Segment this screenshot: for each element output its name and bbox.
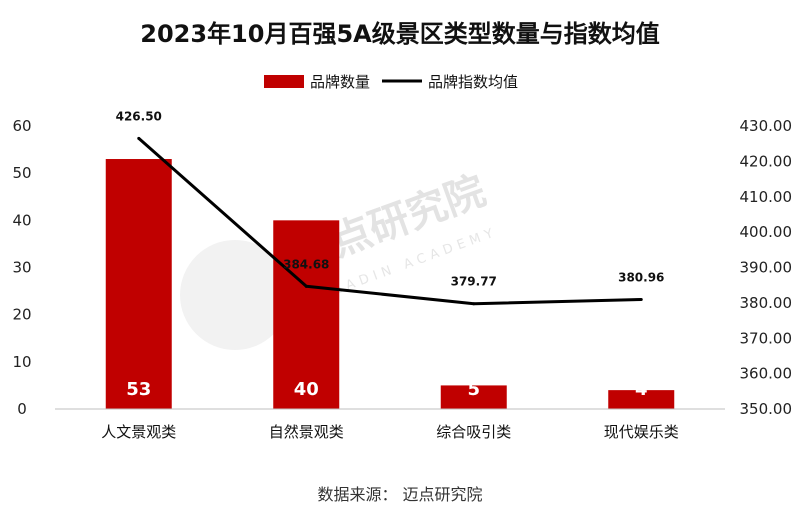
right-tick-label: 360.00: [740, 365, 793, 383]
line-series: [137, 137, 642, 306]
right-tick-label: 350.00: [740, 400, 793, 418]
right-tick-label: 380.00: [740, 294, 793, 312]
category-labels: 人文景观类 自然景观类 综合吸引类 现代娱乐类: [101, 423, 679, 441]
left-tick-label: 10: [12, 353, 31, 371]
bar-data-label: 4: [635, 379, 648, 400]
legend-bar-swatch: [264, 75, 304, 88]
line-data-label: 379.77: [451, 275, 497, 289]
right-tick-label: 390.00: [740, 259, 793, 277]
right-tick-label: 400.00: [740, 223, 793, 241]
right-tick-label: 410.00: [740, 188, 793, 206]
bar-data-label: 40: [294, 379, 319, 400]
legend-bar-label: 品牌数量: [310, 73, 370, 91]
category-label: 现代娱乐类: [604, 423, 679, 441]
right-tick-label: 420.00: [740, 152, 793, 170]
line-data-label: 380.96: [618, 270, 664, 284]
legend-line-label: 品牌指数均值: [428, 73, 518, 91]
bar: [105, 159, 172, 409]
source-note: 数据来源： 迈点研究院: [317, 485, 482, 504]
left-tick-label: 20: [12, 306, 31, 324]
line-point: [137, 136, 141, 140]
left-tick-label: 40: [12, 211, 31, 229]
right-tick-label: 430.00: [740, 117, 793, 135]
category-label: 综合吸引类: [436, 423, 511, 441]
left-axis: 0 10 20 30 40 50 60: [12, 117, 31, 418]
line-point: [304, 284, 308, 288]
chart-title: 2023年10月百强5A级景区类型数量与指数均值: [140, 20, 659, 48]
bar-data-label: 53: [126, 379, 151, 400]
line-data-label: 384.68: [283, 257, 329, 271]
line-data-labels: 426.50 384.68 379.77 380.96: [116, 109, 664, 306]
legend: 品牌数量 品牌指数均值: [264, 73, 518, 91]
right-axis: 350.00 360.00 370.00 380.00 390.00 400.00 410.…: [740, 117, 793, 418]
line-point: [472, 302, 476, 306]
bar: [608, 390, 675, 409]
bar: [273, 220, 340, 409]
watermark: 迈点研究院 MEADIN ACADEMY: [180, 168, 500, 350]
left-tick-label: 50: [12, 164, 31, 182]
left-tick-label: 0: [17, 400, 27, 418]
right-tick-label: 370.00: [740, 329, 793, 347]
left-tick-label: 30: [12, 259, 31, 277]
watermark-logo-icon: [180, 240, 290, 350]
bar-series: 53 40 5 4: [105, 159, 675, 409]
line-data-label: 426.50: [116, 109, 162, 123]
bar: [440, 385, 507, 409]
left-tick-label: 60: [12, 117, 31, 135]
category-label: 人文景观类: [101, 423, 176, 441]
bar-data-label: 5: [467, 379, 480, 400]
category-label: 自然景观类: [269, 423, 344, 441]
line-point: [639, 297, 643, 301]
